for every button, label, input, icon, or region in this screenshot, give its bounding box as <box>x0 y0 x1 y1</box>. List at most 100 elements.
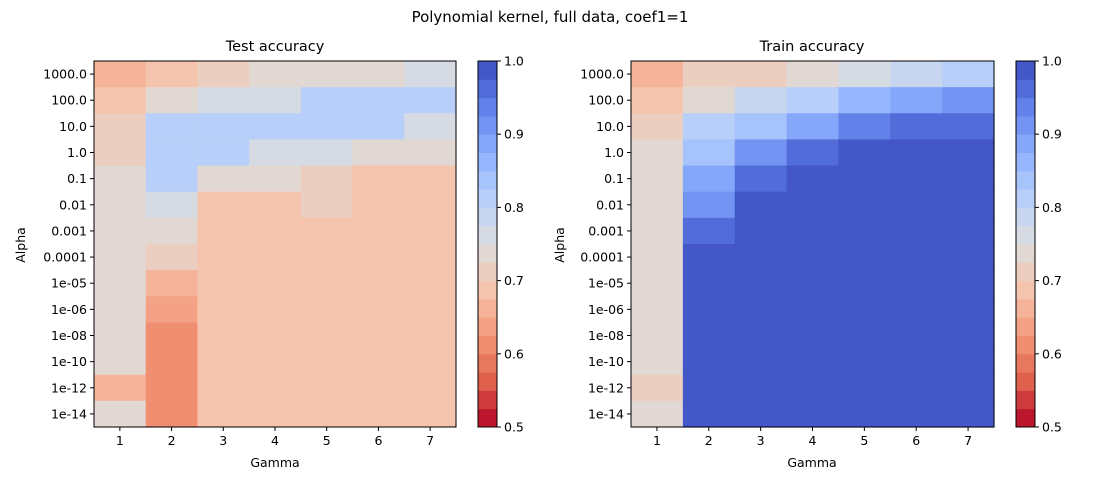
heatmap-cell <box>890 113 943 141</box>
heatmap-cell <box>786 165 840 193</box>
heatmap-cell <box>300 139 354 167</box>
heatmap-cell <box>682 191 736 219</box>
heatmap-cell <box>890 322 943 350</box>
heatmap-cell <box>94 139 147 167</box>
heatmap-cell <box>838 191 891 219</box>
heatmap-cell <box>300 348 354 376</box>
heatmap-cell <box>300 217 354 245</box>
y-tick-label: 1e-05 <box>51 276 87 291</box>
colorbar-band <box>478 115 497 135</box>
heatmap-cell <box>786 374 840 402</box>
heatmap-cell <box>94 61 147 88</box>
colorbar-tick-label: 1.0 <box>504 54 524 69</box>
heatmap-cell <box>890 374 943 402</box>
colorbar-band <box>1016 372 1035 391</box>
heatmap-cell <box>300 191 354 219</box>
plot-frame <box>630 60 995 428</box>
heatmap-cell <box>197 217 250 245</box>
heatmap-cell <box>352 217 405 245</box>
y-tick-label: 1e-06 <box>588 302 624 317</box>
heatmap-cell <box>942 61 995 88</box>
heatmap-cell <box>145 191 199 219</box>
heatmap-cell <box>838 374 891 402</box>
heatmap-cell <box>404 244 457 271</box>
colorbar-band <box>1016 225 1035 245</box>
heatmap-cell <box>682 348 736 376</box>
x-tick-label: 6 <box>912 433 920 448</box>
heatmap-cell <box>682 87 736 114</box>
colorbar-band <box>1016 280 1035 300</box>
heatmap-cell <box>145 270 199 297</box>
heatmap-cell <box>942 348 995 376</box>
colorbar-band <box>1016 207 1035 227</box>
heatmap-cell <box>352 61 405 88</box>
heatmap-cell <box>145 374 199 402</box>
heatmap-cell <box>734 244 788 271</box>
heatmap-cell <box>734 113 788 141</box>
colorbar-band <box>1016 152 1035 172</box>
heatmap-cell <box>300 113 354 141</box>
heatmap-cell <box>682 217 736 245</box>
heatmap-cell <box>838 400 891 428</box>
colorbar-band <box>478 353 497 373</box>
heatmap-cell <box>786 296 840 324</box>
heatmap-cell <box>942 244 995 271</box>
heatmap-cell <box>404 374 457 402</box>
heatmap-cell <box>942 374 995 402</box>
heatmap-cell <box>838 61 891 88</box>
colorbar-tick-label: 0.9 <box>504 127 524 142</box>
colorbar-band <box>1016 298 1035 318</box>
heatmap-cell <box>249 400 302 428</box>
colorbar-tick-label: 0.7 <box>504 273 524 288</box>
colorbar-band <box>1016 61 1035 80</box>
heatmap-cell <box>352 348 405 376</box>
colorbar-band <box>478 97 497 117</box>
colorbar-band <box>478 390 497 410</box>
heatmap-cell <box>734 322 788 350</box>
heatmap-cell <box>734 270 788 297</box>
heatmap-cell <box>404 296 457 324</box>
heatmap-cell <box>682 165 736 193</box>
y-tick-label: 0.0001 <box>580 250 624 265</box>
x-tick-label: 3 <box>757 433 765 448</box>
colorbar-band <box>478 225 497 245</box>
heatmap-cell <box>197 113 250 141</box>
y-tick-label: 1e-10 <box>588 354 624 369</box>
heatmap-cell <box>352 296 405 324</box>
heatmap-cell <box>682 113 736 141</box>
heatmap-cell <box>197 374 250 402</box>
heatmap-cell <box>890 61 943 88</box>
y-tick-label: 0.001 <box>588 223 624 238</box>
heatmap-cell <box>197 322 250 350</box>
heatmap-cell <box>631 270 684 297</box>
heatmap-cell <box>300 374 354 402</box>
heatmap-cell <box>145 322 199 350</box>
colorbar-band <box>1016 170 1035 190</box>
y-tick-label: 0.0001 <box>43 250 87 265</box>
chart-title: Test accuracy <box>225 39 325 55</box>
heatmap-cell <box>249 165 302 193</box>
y-tick-label: 0.1 <box>67 171 87 186</box>
y-tick-label: 0.1 <box>604 171 624 186</box>
chart-test-accuracy: Test accuracy Gamma Alpha 1 2 3 4 5 6 7 1000.0… <box>13 39 524 470</box>
colorbar-tick-label: 0.5 <box>1042 420 1062 435</box>
colorbar-tick-label: 0.7 <box>1042 273 1062 288</box>
y-tick-label: 0.01 <box>59 197 87 212</box>
heatmap-cell <box>94 191 147 219</box>
y-axis-label: Alpha <box>552 227 567 263</box>
heatmap-cell <box>300 165 354 193</box>
heatmap-cell <box>249 322 302 350</box>
heatmap-cell <box>94 87 147 114</box>
heatmap-cell <box>838 348 891 376</box>
colorbar-band <box>1016 262 1035 282</box>
heatmap-cells <box>94 61 457 428</box>
heatmap-cell <box>145 244 199 271</box>
heatmap-cell <box>838 139 891 167</box>
heatmap-cell <box>300 322 354 350</box>
heatmap-cell <box>249 296 302 324</box>
heatmap-cell <box>734 191 788 219</box>
heatmap-cell <box>734 374 788 402</box>
heatmap-cell <box>786 270 840 297</box>
heatmap-cell <box>249 113 302 141</box>
